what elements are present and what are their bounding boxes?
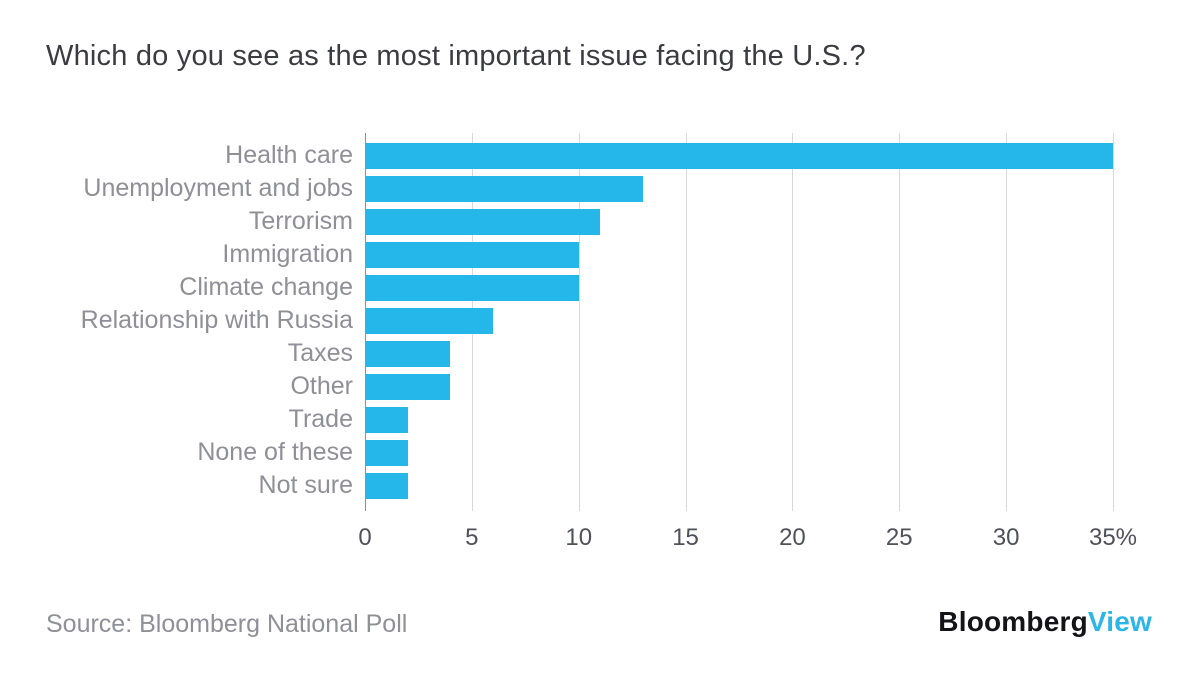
bar-track xyxy=(365,340,1113,367)
bar xyxy=(365,142,1113,169)
logo-bloomberg: Bloomberg xyxy=(938,606,1088,637)
bar-track xyxy=(365,307,1113,334)
category-label: None of these xyxy=(197,438,353,466)
bar-track xyxy=(365,208,1113,235)
chart-title: Which do you see as the most important i… xyxy=(46,40,866,72)
x-tick-label: 30 xyxy=(992,524,1020,551)
gridline xyxy=(578,133,580,511)
gridline xyxy=(899,133,901,511)
bar-track xyxy=(365,439,1113,466)
category-label: Taxes xyxy=(287,339,353,367)
x-tick-label: 25 xyxy=(885,524,913,551)
bar-track xyxy=(365,175,1113,202)
bar-track xyxy=(365,142,1113,169)
x-tick-label: 0 xyxy=(358,524,372,551)
bar xyxy=(365,340,451,367)
category-label: Not sure xyxy=(258,471,353,499)
bar-row: Health care xyxy=(0,139,1113,172)
bar-row: None of these xyxy=(0,436,1113,469)
x-tick-label: 20 xyxy=(779,524,806,551)
category-label: Unemployment and jobs xyxy=(83,174,353,202)
gridline xyxy=(685,133,687,511)
bar xyxy=(365,307,494,334)
bar xyxy=(365,241,579,268)
gridline xyxy=(1006,133,1008,511)
logo-view: View xyxy=(1087,606,1152,637)
category-label: Other xyxy=(290,372,353,400)
bar-row: Climate change xyxy=(0,271,1113,304)
bar-row: Not sure xyxy=(0,469,1113,502)
bar xyxy=(365,175,643,202)
category-label: Health care xyxy=(225,141,353,169)
bar-track xyxy=(365,373,1113,400)
category-label: Trade xyxy=(288,405,353,433)
bar xyxy=(365,274,579,301)
bar-track xyxy=(365,274,1113,301)
category-label: Climate change xyxy=(179,273,353,301)
bar-row: Immigration xyxy=(0,238,1113,271)
bar xyxy=(365,373,451,400)
bar-row: Other xyxy=(0,370,1113,403)
x-axis: 0 5 10 15 20 25 30 35% xyxy=(358,524,1137,556)
bar-track xyxy=(365,241,1113,268)
bar-row: Unemployment and jobs xyxy=(0,172,1113,205)
x-tick-label: 5 xyxy=(465,524,479,551)
x-tick-label: 35% xyxy=(1088,524,1138,551)
bar xyxy=(365,439,408,466)
bar-row: Trade xyxy=(0,403,1113,436)
bar-row: Relationship with Russia xyxy=(0,304,1113,337)
bar-track xyxy=(365,472,1113,499)
x-tick-label: 15 xyxy=(672,524,699,551)
x-tick-label: 10 xyxy=(565,524,593,551)
bar-rows: Health care Unemployment and jobs Terroris… xyxy=(0,139,1113,502)
gridline xyxy=(1113,133,1114,511)
source-text: Source: Bloomberg National Poll xyxy=(46,610,408,638)
category-label: Immigration xyxy=(222,240,353,268)
bar xyxy=(365,406,408,433)
bar-row: Taxes xyxy=(0,337,1113,370)
category-label: Terrorism xyxy=(248,207,353,235)
bar-track xyxy=(365,406,1113,433)
category-label: Relationship with Russia xyxy=(80,306,353,334)
bar xyxy=(365,472,408,499)
gridline xyxy=(792,133,794,511)
bar-row: Terrorism xyxy=(0,205,1113,238)
bar xyxy=(365,208,601,235)
bloomberg-view-logo: BloombergView xyxy=(938,606,1152,638)
